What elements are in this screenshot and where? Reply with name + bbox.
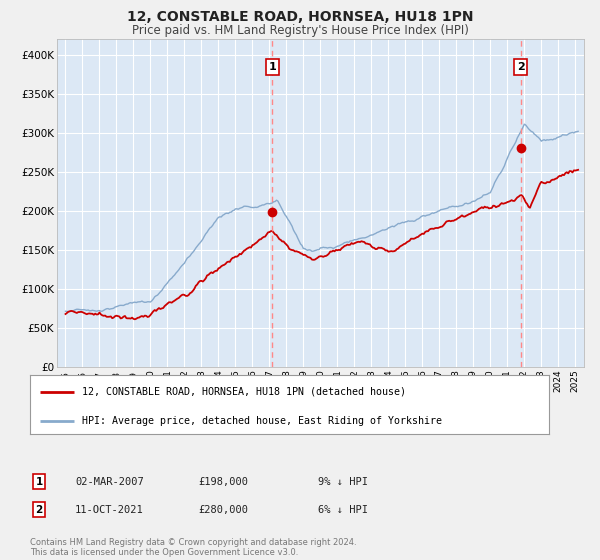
- Text: £280,000: £280,000: [198, 505, 248, 515]
- Text: 2: 2: [517, 62, 524, 72]
- Text: 6% ↓ HPI: 6% ↓ HPI: [318, 505, 368, 515]
- Text: 1: 1: [35, 477, 43, 487]
- Text: £198,000: £198,000: [198, 477, 248, 487]
- Text: 9% ↓ HPI: 9% ↓ HPI: [318, 477, 368, 487]
- Text: 11-OCT-2021: 11-OCT-2021: [75, 505, 144, 515]
- Text: Contains HM Land Registry data © Crown copyright and database right 2024.
This d: Contains HM Land Registry data © Crown c…: [30, 538, 356, 557]
- Text: Price paid vs. HM Land Registry's House Price Index (HPI): Price paid vs. HM Land Registry's House …: [131, 24, 469, 37]
- Text: HPI: Average price, detached house, East Riding of Yorkshire: HPI: Average price, detached house, East…: [82, 416, 442, 426]
- Text: 12, CONSTABLE ROAD, HORNSEA, HU18 1PN (detached house): 12, CONSTABLE ROAD, HORNSEA, HU18 1PN (d…: [82, 386, 406, 396]
- Text: 2: 2: [35, 505, 43, 515]
- Text: 12, CONSTABLE ROAD, HORNSEA, HU18 1PN: 12, CONSTABLE ROAD, HORNSEA, HU18 1PN: [127, 10, 473, 24]
- Text: 1: 1: [268, 62, 276, 72]
- Text: 02-MAR-2007: 02-MAR-2007: [75, 477, 144, 487]
